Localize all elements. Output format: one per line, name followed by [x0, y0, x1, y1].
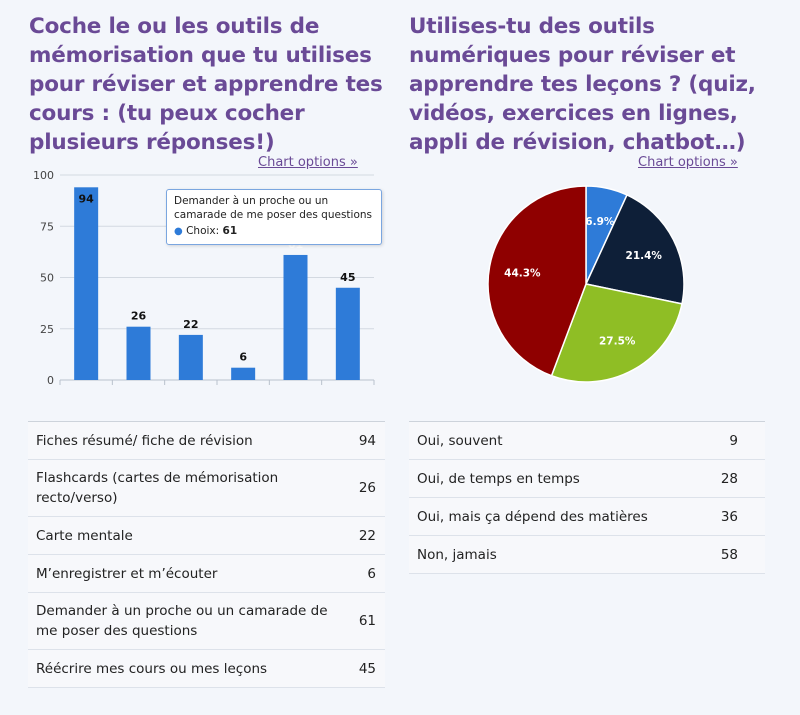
table-row: Réécrire mes cours ou mes leçons 45 — [28, 650, 385, 688]
y-tick-label: 25 — [40, 323, 54, 336]
y-tick-label: 100 — [33, 169, 54, 182]
slice-label: 44.3% — [504, 267, 541, 279]
table-row: Oui, de temps en temps 28 — [409, 460, 765, 498]
data-label: 6 — [239, 351, 247, 364]
y-tick-label: 0 — [47, 374, 54, 387]
row-count: 26 — [358, 480, 376, 496]
pie-slice — [550, 283, 683, 383]
row-count: 6 — [367, 565, 376, 582]
pie-chart: 6.9% 21.4% 27.5% 44.3% — [487, 185, 685, 383]
bar-chart: 0 25 50 75 100 94 26 22 6 61 45 — [33, 169, 375, 387]
row-label: Demander à un proche ou un camarade de m… — [36, 603, 328, 639]
chart-options-link[interactable]: Chart options » — [258, 155, 358, 170]
row-label: Oui, mais ça dépend des matières — [417, 508, 648, 525]
data-label: 26 — [131, 310, 147, 323]
tooltip-series-name: Choix — [186, 225, 216, 237]
row-label: Non, jamais — [417, 546, 497, 563]
pie-slice — [487, 185, 587, 377]
table-row: M’enregistrer et m’écouter 6 — [28, 555, 385, 593]
data-label: 94 — [79, 192, 95, 205]
row-label: Réécrire mes cours ou mes leçons — [36, 660, 268, 677]
tooltip-row: ● Choix: 61 — [174, 225, 238, 237]
row-label: Oui, souvent — [417, 432, 503, 449]
row-count: 36 — [720, 508, 738, 525]
row-label: Fiches résumé/ fiche de révision — [36, 432, 253, 449]
bar — [335, 287, 360, 380]
table-row: Oui, mais ça dépend des matières 36 — [409, 498, 765, 536]
slice-label: 27.5% — [599, 336, 636, 348]
table-row: Non, jamais 58 — [409, 536, 765, 574]
y-tick-label: 50 — [40, 272, 54, 285]
row-count: 94 — [358, 432, 376, 449]
table-row: Flashcards (cartes de mémorisation recto… — [28, 460, 385, 517]
bar — [283, 254, 308, 380]
row-label: M’enregistrer et m’écouter — [36, 565, 218, 582]
row-count: 61 — [358, 613, 376, 629]
table-row: Demander à un proche ou un camarade de m… — [28, 593, 385, 650]
series-dot-icon: ● — [174, 226, 183, 237]
chart-tooltip: Demander à un proche ou un camarade de m… — [166, 189, 382, 245]
data-label: 22 — [183, 318, 198, 331]
row-count: 58 — [720, 546, 738, 563]
results-table: Fiches résumé/ fiche de révision 94 Flash… — [28, 421, 385, 688]
results-table: Oui, souvent 9 Oui, de temps en temps 28 O… — [409, 421, 765, 574]
pie-slice — [584, 193, 685, 305]
bar — [231, 367, 256, 380]
tooltip-title: Demander à un proche ou un camarade de m… — [174, 195, 373, 221]
tooltip-value: 61 — [222, 225, 238, 237]
slice-label: 21.4% — [626, 250, 663, 262]
bar — [74, 187, 99, 380]
row-count: 45 — [358, 660, 376, 677]
row-label: Oui, de temps en temps — [417, 470, 580, 487]
slice-label: 6.9% — [585, 216, 615, 228]
table-row: Carte mentale 22 — [28, 517, 385, 555]
question-title: Utilises-tu des outils numériques pour r… — [409, 14, 756, 155]
chart-options-link[interactable]: Chart options » — [638, 155, 738, 170]
data-label: 45 — [340, 271, 355, 284]
y-tick-label: 75 — [40, 220, 54, 233]
table-row: Oui, souvent 9 — [409, 422, 765, 460]
row-count: 9 — [729, 432, 738, 449]
row-label: Carte mentale — [36, 527, 133, 544]
row-count: 22 — [358, 527, 376, 544]
bar — [126, 326, 151, 380]
question-title: Coche le ou les outils de mémorisation q… — [29, 14, 383, 155]
row-count: 28 — [720, 470, 738, 487]
table-row: Fiches résumé/ fiche de révision 94 — [28, 422, 385, 460]
bar — [178, 334, 203, 380]
row-label: Flashcards (cartes de mémorisation recto… — [36, 470, 279, 506]
